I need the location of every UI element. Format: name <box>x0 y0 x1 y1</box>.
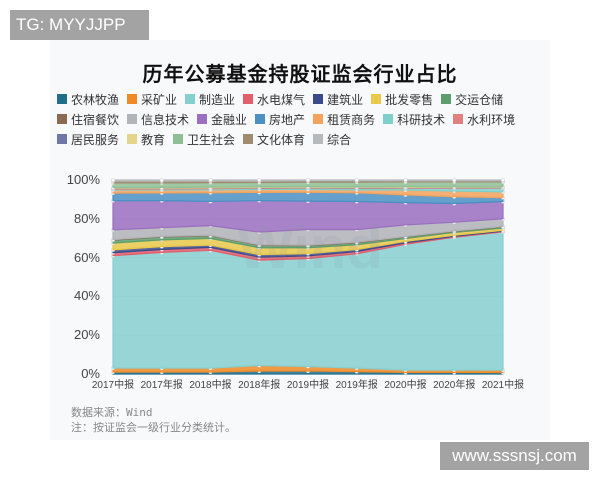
legend-item[interactable]: 水利环境 <box>453 111 515 128</box>
x-tick-label: 2018中报 <box>189 380 232 391</box>
legend-item[interactable]: 教育 <box>127 131 165 148</box>
legend-label: 综合 <box>327 132 352 147</box>
y-tick-label: 40% <box>73 288 100 304</box>
legend-swatch-icon <box>57 94 67 104</box>
legend-item[interactable]: 批发零售 <box>371 91 433 108</box>
y-tick-label: 100% <box>66 172 100 187</box>
data-point-marker[interactable] <box>110 177 116 183</box>
legend-label: 农林牧渔 <box>71 92 120 107</box>
watermark-bottom-right: www.sssnsj.com <box>440 442 589 470</box>
legend-label: 水电煤气 <box>257 92 306 107</box>
legend-swatch-icon <box>57 134 67 144</box>
legend-swatch-icon <box>185 94 196 104</box>
legend-item[interactable]: 科研技术 <box>383 111 445 128</box>
legend-label: 卫生社会 <box>187 132 236 147</box>
legend-swatch-icon <box>127 114 138 124</box>
data-source-note: 数据来源：Wind <box>71 406 153 419</box>
legend-label: 住宿餐饮 <box>71 112 120 127</box>
legend-item[interactable]: 采矿业 <box>127 91 177 108</box>
legend-item[interactable]: 水电煤气 <box>243 91 305 108</box>
data-point-marker[interactable] <box>257 177 262 183</box>
legend-swatch-icon <box>453 114 464 124</box>
legend-item[interactable]: 卫生社会 <box>173 131 235 148</box>
chart-legend: 农林牧渔 采矿业 制造业 水电煤气 建筑业 批发零售 交运仓储住宿餐饮 信息技术 金融业 房地产 租… <box>57 89 557 149</box>
legend-item[interactable]: 房地产 <box>255 111 305 128</box>
data-point-marker[interactable] <box>403 177 408 183</box>
legend-swatch-icon <box>173 134 184 144</box>
legend-item[interactable]: 金融业 <box>197 111 247 128</box>
legend-label: 金融业 <box>211 112 248 127</box>
legend-label: 信息技术 <box>141 112 190 127</box>
legend-swatch-icon <box>313 94 324 104</box>
legend-swatch-icon <box>383 114 394 124</box>
y-tick-label: 0% <box>81 366 100 381</box>
classification-note: 注：按证监会一级行业分类统计。 <box>71 421 236 434</box>
legend-row: 住宿餐饮 信息技术 金融业 房地产 租赁商务 科研技术 水利环境 <box>57 109 557 129</box>
legend-item[interactable]: 制造业 <box>185 91 235 108</box>
x-tick-label: 2020中报 <box>384 380 427 391</box>
legend-label: 交运仓储 <box>455 92 504 107</box>
legend-label: 租赁商务 <box>327 112 376 127</box>
legend-swatch-icon <box>313 134 324 144</box>
legend-label: 居民服务 <box>71 132 120 147</box>
legend-row: 农林牧渔 采矿业 制造业 水电煤气 建筑业 批发零售 交运仓储 <box>57 89 557 109</box>
legend-swatch-icon <box>255 114 266 124</box>
legend-swatch-icon <box>243 134 254 144</box>
legend-swatch-icon <box>127 94 138 104</box>
legend-label: 科研技术 <box>397 112 446 127</box>
chart-title: 历年公募基金持股证监会行业占比 <box>142 62 458 86</box>
legend-swatch-icon <box>313 114 324 124</box>
x-tick-label: 2017中报 <box>91 380 135 391</box>
watermark-top-left: TG: MYYJJPP <box>10 10 149 40</box>
legend-label: 制造业 <box>199 92 236 107</box>
data-point-marker[interactable] <box>305 177 311 183</box>
data-point-marker[interactable] <box>208 177 213 183</box>
x-tick-label: 2019中报 <box>286 380 330 391</box>
legend-item[interactable]: 住宿餐饮 <box>57 111 119 128</box>
data-point-marker[interactable] <box>159 177 164 183</box>
legend-label: 教育 <box>141 132 166 147</box>
legend-item[interactable]: 建筑业 <box>313 91 363 108</box>
y-tick-label: 20% <box>73 327 100 343</box>
data-point-marker[interactable] <box>354 177 359 183</box>
legend-label: 房地产 <box>269 112 306 127</box>
legend-label: 水利环境 <box>467 112 516 127</box>
legend-label: 批发零售 <box>385 92 434 107</box>
legend-swatch-icon <box>127 134 138 144</box>
data-point-marker[interactable] <box>452 177 457 183</box>
legend-swatch-icon <box>371 94 382 104</box>
data-point-marker[interactable] <box>500 177 506 183</box>
legend-item[interactable]: 文化体育 <box>243 131 305 148</box>
legend-label: 建筑业 <box>327 92 364 107</box>
legend-row: 居民服务 教育 卫生社会 文化体育 综合 <box>57 129 557 149</box>
x-tick-label: 2020年报 <box>433 380 476 391</box>
legend-item[interactable]: 居民服务 <box>57 131 119 148</box>
legend-item[interactable]: 信息技术 <box>127 111 189 128</box>
legend-label: 采矿业 <box>141 92 178 107</box>
legend-swatch-icon <box>57 114 67 124</box>
legend-item[interactable]: 农林牧渔 <box>57 91 119 108</box>
legend-item[interactable]: 交运仓储 <box>441 91 503 108</box>
y-tick-label: 80% <box>73 210 100 226</box>
wind-watermark: Wind <box>237 214 383 281</box>
x-tick-label: 2019年报 <box>335 380 378 391</box>
legend-swatch-icon <box>243 94 254 104</box>
legend-swatch-icon <box>197 114 208 124</box>
x-tick-label: 2018年报 <box>238 380 281 391</box>
x-tick-label: 2017年报 <box>140 380 183 391</box>
legend-item[interactable]: 租赁商务 <box>313 111 375 128</box>
legend-label: 文化体育 <box>257 132 306 147</box>
legend-item[interactable]: 综合 <box>313 131 351 148</box>
y-tick-label: 60% <box>73 249 100 265</box>
x-tick-label: 2021中报 <box>481 380 525 391</box>
legend-swatch-icon <box>441 94 452 104</box>
